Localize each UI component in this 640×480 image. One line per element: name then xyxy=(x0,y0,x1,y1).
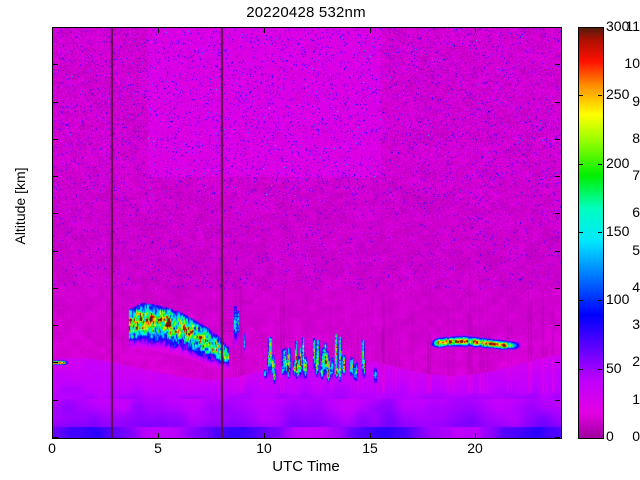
x-tick-label: 5 xyxy=(154,440,162,456)
y-tick-mark xyxy=(53,139,58,140)
y-tick-label: 6 xyxy=(632,204,640,220)
y-tick-label: 1 xyxy=(632,391,640,407)
colorbar-canvas xyxy=(579,28,603,438)
colorbar-tick-mark xyxy=(598,95,602,96)
y-tick-mark xyxy=(555,64,560,65)
x-tick-mark xyxy=(52,433,53,438)
x-tick-mark xyxy=(158,433,159,438)
y-tick-mark xyxy=(53,437,58,438)
colorbar-tick-mark xyxy=(598,232,602,233)
colorbar-tick-mark xyxy=(579,95,583,96)
x-tick-mark xyxy=(158,28,159,33)
x-tick-label: 10 xyxy=(256,440,272,456)
y-axis-label: Altitude [km] xyxy=(12,167,28,245)
y-tick-mark xyxy=(53,176,58,177)
colorbar-tick-label: 100 xyxy=(606,291,630,307)
y-tick-label: 2 xyxy=(632,353,640,369)
y-tick-label: 3 xyxy=(632,316,640,332)
y-tick-mark xyxy=(53,362,58,363)
y-tick-mark xyxy=(53,288,58,289)
x-tick-mark xyxy=(475,433,476,438)
x-tick-mark xyxy=(264,28,265,33)
y-tick-label: 10 xyxy=(624,55,640,71)
colorbar xyxy=(578,27,604,439)
x-tick-mark xyxy=(370,28,371,33)
y-tick-mark xyxy=(555,213,560,214)
y-tick-mark xyxy=(53,251,58,252)
y-tick-mark xyxy=(555,437,560,438)
colorbar-tick-mark xyxy=(598,369,602,370)
plot-area xyxy=(52,27,562,439)
x-tick-label: 0 xyxy=(48,440,56,456)
y-tick-label: 4 xyxy=(632,279,640,295)
y-tick-mark xyxy=(53,213,58,214)
colorbar-tick-label: 150 xyxy=(606,223,630,239)
y-tick-mark xyxy=(53,400,58,401)
colorbar-tick-label: 300 xyxy=(606,18,630,34)
y-tick-mark xyxy=(555,288,560,289)
x-tick-mark xyxy=(475,28,476,33)
x-axis-label: UTC Time xyxy=(272,458,340,475)
y-tick-label: 0 xyxy=(632,428,640,444)
colorbar-tick-mark xyxy=(579,232,583,233)
x-tick-mark xyxy=(264,433,265,438)
figure-title: 20220428 532nm xyxy=(246,4,366,21)
colorbar-tick-label: 200 xyxy=(606,155,630,171)
colorbar-tick-mark xyxy=(598,164,602,165)
heatmap-canvas xyxy=(53,28,561,438)
y-tick-label: 8 xyxy=(632,130,640,146)
y-tick-mark xyxy=(53,27,58,28)
y-tick-mark xyxy=(555,27,560,28)
x-tick-mark xyxy=(52,28,53,33)
y-tick-mark xyxy=(53,102,58,103)
colorbar-tick-mark xyxy=(598,300,602,301)
x-tick-label: 20 xyxy=(467,440,483,456)
y-tick-mark xyxy=(555,325,560,326)
x-tick-mark xyxy=(370,433,371,438)
y-tick-mark xyxy=(555,102,560,103)
colorbar-tick-label: 50 xyxy=(606,360,622,376)
y-tick-mark xyxy=(53,325,58,326)
y-tick-mark xyxy=(555,251,560,252)
y-tick-label: 5 xyxy=(632,242,640,258)
y-tick-label: 9 xyxy=(632,93,640,109)
colorbar-tick-mark xyxy=(579,164,583,165)
y-tick-mark xyxy=(555,362,560,363)
y-tick-label: 11 xyxy=(625,18,640,34)
colorbar-tick-mark xyxy=(579,300,583,301)
y-tick-mark xyxy=(555,400,560,401)
y-tick-mark xyxy=(53,64,58,65)
y-tick-mark xyxy=(555,176,560,177)
colorbar-tick-label: 250 xyxy=(606,86,630,102)
y-tick-label: 7 xyxy=(632,167,640,183)
colorbar-tick-mark xyxy=(579,369,583,370)
colorbar-tick-label: 0 xyxy=(606,428,614,444)
y-tick-mark xyxy=(555,139,560,140)
x-tick-label: 15 xyxy=(362,440,378,456)
